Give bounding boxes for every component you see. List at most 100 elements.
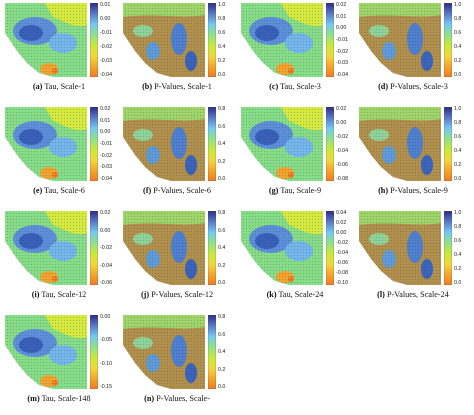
- colorbar-tick-label: -0.10: [100, 360, 113, 367]
- panel-letter: (c): [269, 82, 279, 91]
- colorbar: [208, 315, 216, 389]
- p-value-map: [359, 107, 441, 181]
- low-p-region-2: [146, 250, 160, 268]
- panel-caption-text: Tau, Scale-1: [44, 82, 86, 91]
- north-band: [123, 315, 205, 329]
- low-p-region-2: [146, 354, 160, 372]
- colorbar-gradient: [208, 3, 216, 77]
- colorbar: [326, 3, 334, 77]
- grid-points: [361, 5, 440, 75]
- strong-negative-core: [19, 233, 43, 249]
- panel-m: 0.00 -0.05 -0.10 -0.15 (m) Tau, Scale-148: [0, 312, 118, 415]
- low-p-region-3: [185, 51, 197, 71]
- low-p-region: [171, 335, 187, 367]
- mid-p-region: [133, 233, 153, 245]
- colorbar: [444, 107, 452, 181]
- colorbar-tick-label: 0.01: [100, 2, 111, 8]
- colorbar-tick-label: 0.4: [454, 252, 462, 258]
- panel-caption-text: P-Values, Scale-9: [390, 186, 448, 195]
- panel-caption: (d) P-Values, Scale-3: [354, 82, 472, 91]
- colorbar-tick-label: 0.02: [100, 106, 111, 112]
- strong-negative-core: [19, 337, 43, 353]
- panel-caption: (k) Tau, Scale-24: [236, 290, 354, 299]
- panel-caption: (j) P-Values, Scale-12: [118, 290, 236, 299]
- panel-letter: (j): [140, 290, 150, 299]
- colorbar-ticks: 0.01 0.00 -0.01 -0.02 -0.03 -0.04: [100, 0, 118, 80]
- low-p-region-3: [421, 155, 433, 175]
- panel-caption: (g) Tau, Scale-9: [236, 186, 354, 195]
- low-p-region-3: [185, 363, 197, 383]
- north-band: [123, 211, 205, 225]
- mid-p-region: [369, 129, 389, 141]
- tau-map: [5, 211, 87, 285]
- panel-caption: (h) P-Values, Scale-9: [354, 186, 472, 195]
- colorbar: [444, 211, 452, 285]
- hotspot: [288, 68, 294, 74]
- north-east-band: [281, 3, 323, 27]
- low-p-region: [171, 231, 187, 263]
- colorbar-tick-label: -0.04: [336, 72, 349, 78]
- p-value-map: [123, 211, 205, 285]
- colorbar-tick-label: 0.01: [336, 13, 347, 20]
- panel-letter: (e): [33, 186, 43, 195]
- low-p-region-2: [382, 146, 396, 164]
- tau-map: [5, 315, 87, 389]
- panel-letter: (b): [142, 82, 153, 91]
- panel-letter: (k): [266, 290, 277, 299]
- panel-caption-text: P-Values, Scale-3: [390, 82, 448, 91]
- colorbar: [326, 211, 334, 285]
- colorbar-ticks: 1.0 0.8 0.6 0.4 0.2 0.0: [454, 208, 472, 288]
- colorbar: [208, 211, 216, 285]
- low-p-region-2: [146, 42, 160, 60]
- colorbar-gradient: [208, 107, 216, 181]
- hotspot: [288, 276, 294, 282]
- panel-g: 0.02 0.00 -0.02 -0.04 -0.06 -0.08 (g) Tau, Sca…: [236, 104, 354, 207]
- panel-caption: (f) P-Values, Scale-6: [118, 186, 236, 195]
- colorbar-ticks: 0.02 0.00 -0.02 -0.04 -0.06 -0.08: [336, 104, 354, 184]
- colorbar-tick-label: 0.2: [218, 262, 226, 269]
- colorbar-tick-label: -0.08: [336, 270, 349, 276]
- colorbar-tick-label: 0.4: [454, 148, 462, 154]
- moderate-region: [49, 137, 77, 157]
- colorbar-tick-label: -0.08: [336, 176, 349, 182]
- panel-letter: (d): [378, 82, 389, 91]
- p-value-map: [123, 315, 205, 389]
- colorbar-gradient: [90, 107, 98, 181]
- colorbar-tick-label: -0.03: [100, 164, 113, 171]
- hotspot: [52, 380, 58, 386]
- colorbar-tick-label: 0.0: [218, 176, 226, 182]
- colorbar-gradient: [90, 3, 98, 77]
- moderate-region: [49, 33, 77, 53]
- colorbar-tick-label: -0.04: [336, 250, 349, 256]
- colorbar-tick-label: 0.04: [336, 210, 347, 216]
- north-east-band: [45, 211, 87, 235]
- colorbar-tick-label: 0.0: [454, 280, 462, 286]
- colorbar-tick-label: 1.0: [454, 210, 462, 216]
- colorbar-tick-label: -0.04: [336, 148, 349, 154]
- panel-caption-text: P-Values, Scale-12: [151, 290, 214, 299]
- colorbar-gradient: [90, 315, 98, 389]
- strong-negative-core: [19, 25, 43, 41]
- moderate-region: [285, 241, 313, 261]
- north-east-band: [281, 107, 323, 131]
- colorbar-tick-label: -0.02: [100, 245, 113, 251]
- colorbar: [90, 3, 98, 77]
- panel-f: 0.8 0.6 0.4 0.2 0.0 (f) P-Values, Scale-6: [118, 104, 236, 207]
- north-band: [123, 3, 205, 17]
- panel-letter: (n): [144, 394, 155, 403]
- colorbar-tick-label: 0.0: [218, 72, 226, 78]
- panel-d: 1.0 0.8 0.6 0.4 0.2 0.0 (d) P-Values, Scale-3: [354, 0, 472, 103]
- panel-k: 0.04 0.02 0.00 -0.02 -0.04 -0.06 -0.08 -0.10 (k)…: [236, 208, 354, 311]
- panel-caption: (i) Tau, Scale-12: [0, 290, 118, 299]
- colorbar-tick-label: 0.6: [218, 30, 226, 36]
- mid-p-region: [133, 129, 153, 141]
- panel-caption-text: Tau, Scale-148: [41, 394, 91, 403]
- north-east-band: [45, 3, 87, 27]
- colorbar: [326, 107, 334, 181]
- colorbar-tick-label: 0.02: [100, 210, 111, 216]
- colorbar-tick-label: -0.05: [100, 337, 113, 344]
- colorbar-tick-label: 1.0: [454, 2, 462, 8]
- moderate-region: [49, 241, 77, 261]
- colorbar-tick-label: -0.06: [336, 162, 349, 168]
